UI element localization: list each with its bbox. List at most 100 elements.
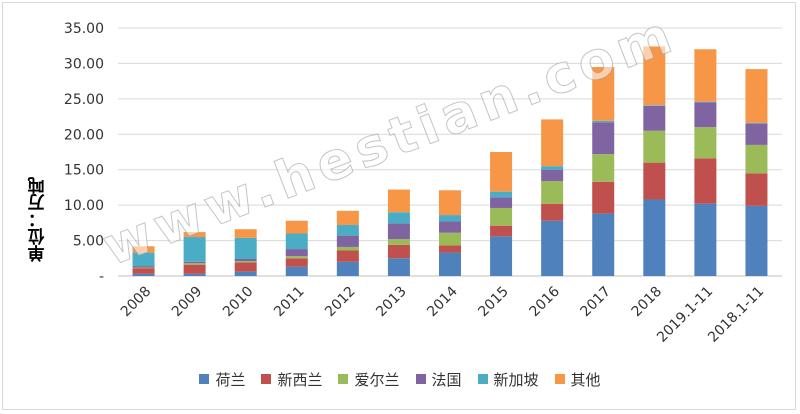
bar-segment — [643, 105, 666, 106]
bar-segment — [439, 215, 461, 222]
x-tick-label: 2010 — [220, 284, 257, 321]
x-tick-label: 2017 — [578, 284, 615, 321]
bar-segment — [439, 190, 461, 216]
x-tick-label: 2018.1-11 — [705, 284, 767, 346]
legend-swatch — [554, 374, 565, 384]
bar-segment — [541, 169, 564, 182]
bar-segment — [541, 166, 564, 170]
bar-segment — [336, 210, 359, 225]
y-tick-label: - — [99, 269, 104, 285]
bar-segment — [592, 154, 615, 182]
bar-segment — [490, 207, 513, 226]
bar-segment — [285, 233, 308, 250]
legend-label: 其他 — [570, 370, 601, 389]
bar-segment — [132, 252, 155, 267]
bar-segment — [745, 122, 768, 124]
bar-segment — [132, 246, 155, 253]
bar-segment — [541, 220, 564, 276]
legend-item: 法国 — [415, 369, 462, 390]
bar-segment — [694, 49, 717, 102]
y-tick-label: 10.00 — [64, 198, 104, 214]
x-tick-label: 2009 — [169, 284, 206, 321]
bar-segment — [592, 66, 615, 121]
bar-segment — [285, 249, 308, 257]
y-tick-label: 20.00 — [64, 127, 104, 143]
bar-segment — [592, 122, 615, 155]
chart-frame — [2, 2, 796, 410]
bar-segment — [132, 267, 155, 269]
bar-segment — [490, 152, 513, 192]
bar-segment — [745, 123, 768, 145]
bar-segment — [592, 181, 615, 214]
legend-label: 荷兰 — [215, 370, 246, 389]
bar-segment — [336, 235, 359, 247]
bar-segment — [592, 120, 615, 123]
legend-swatch — [477, 374, 488, 384]
legend: 荷兰 新西兰 爱尔兰 法国 新加坡 其他 — [0, 368, 800, 390]
y-tick-label: 30.00 — [64, 56, 104, 72]
legend-swatch — [338, 374, 349, 384]
bar-segment — [439, 245, 461, 253]
bar-segment — [183, 264, 206, 274]
bar-segment — [745, 144, 768, 174]
bar-segment — [132, 273, 155, 276]
bar-segment — [387, 212, 410, 224]
bar-segment — [490, 236, 513, 276]
bar-segment — [183, 237, 206, 262]
bar-segment — [694, 203, 717, 276]
bar-segment — [694, 102, 717, 128]
y-axis-title: 单位：万吨 — [28, 177, 49, 263]
x-tick-label: 2016 — [526, 283, 563, 320]
legend-swatch — [261, 374, 272, 384]
bar-segment — [336, 250, 359, 262]
legend-item: 新西兰 — [261, 369, 322, 390]
bar-segment — [285, 220, 308, 234]
x-tick-label: 2011 — [271, 284, 308, 321]
bar-segment — [336, 246, 359, 251]
bar-segment — [490, 225, 513, 237]
y-tick-label: 35.00 — [64, 21, 104, 37]
bar-segment — [490, 197, 513, 208]
bar-segment — [541, 119, 564, 167]
bar-segment — [387, 239, 410, 245]
bar-segment — [694, 158, 717, 204]
bar-segment — [387, 189, 410, 213]
bar-segment — [387, 244, 410, 259]
bar-segment — [285, 266, 308, 276]
bar-segment — [234, 237, 257, 259]
y-tick-label: 15.00 — [64, 163, 104, 179]
y-tick-label: 5.00 — [73, 234, 104, 250]
bar-segment — [745, 69, 768, 123]
x-tick-label: 2018 — [629, 284, 666, 321]
y-tick-label: 25.00 — [64, 92, 104, 108]
x-tick-label: 2013 — [373, 284, 410, 321]
bar-segment — [745, 173, 768, 206]
bar-segment — [643, 130, 666, 163]
bar-segment — [592, 213, 615, 276]
bar-segment — [132, 268, 155, 274]
legend-swatch — [199, 374, 210, 384]
bar-segment — [643, 162, 666, 200]
x-tick-label: 2012 — [322, 284, 359, 321]
bar-segment — [132, 266, 155, 268]
bar-segment — [387, 258, 410, 276]
x-tick-label: 2015 — [475, 284, 512, 321]
x-tick-label: 2008 — [118, 284, 155, 321]
bar-segment — [183, 273, 206, 276]
bar-segment — [183, 261, 206, 264]
bar-segment — [745, 205, 768, 276]
bar-segment — [234, 229, 257, 238]
bar-segment — [439, 221, 461, 233]
bar-segment — [234, 258, 257, 262]
bar-segment — [643, 46, 666, 106]
bar-segment — [183, 263, 206, 265]
bar-segment — [439, 232, 461, 246]
bar-segment — [234, 271, 257, 276]
bar-segment — [541, 181, 564, 204]
bar-segment — [183, 232, 206, 238]
bar-segment — [285, 258, 308, 267]
bar-segment — [234, 262, 257, 272]
bar-segment — [490, 191, 513, 198]
bar-segment — [387, 223, 410, 240]
